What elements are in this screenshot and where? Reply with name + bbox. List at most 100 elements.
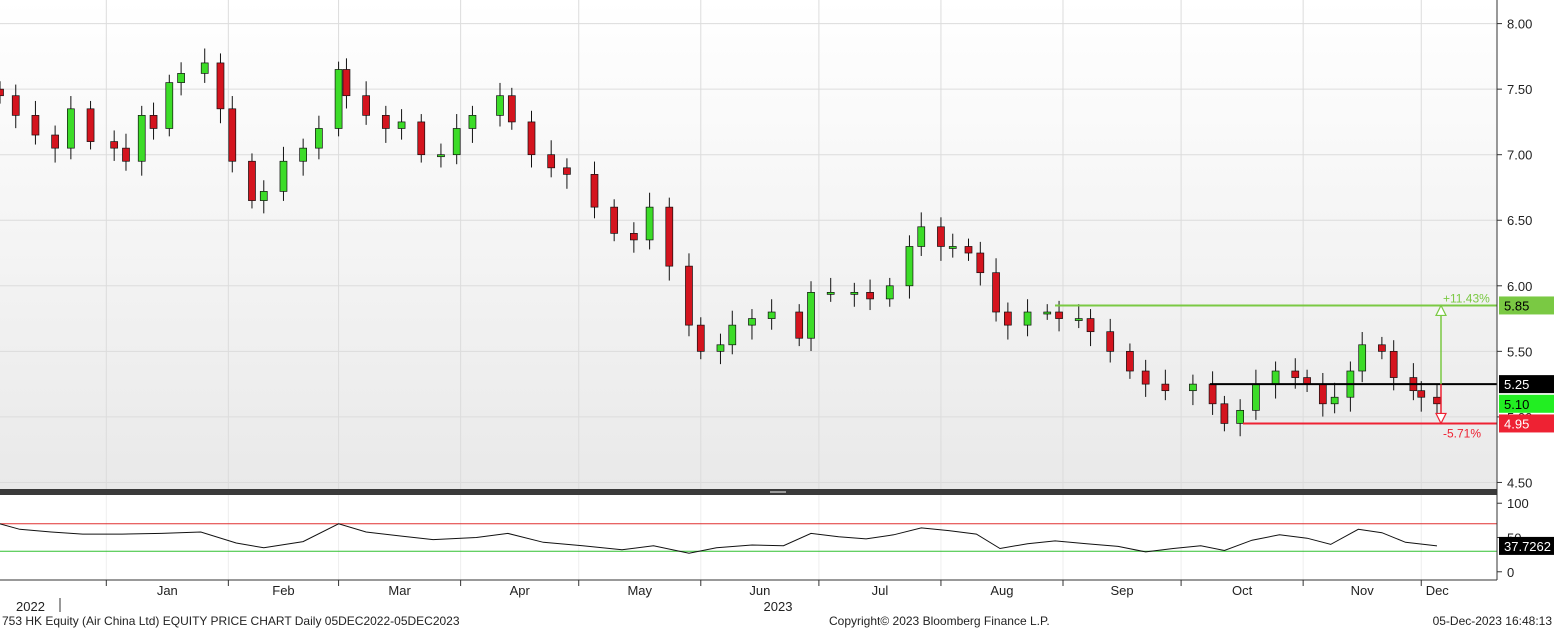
- price-badge-label: 5.25: [1504, 377, 1529, 392]
- price-badge: [1499, 296, 1554, 315]
- candle-body: [279, 160, 288, 192]
- candle-body: [1004, 311, 1012, 326]
- year-labels: 2022 2023: [16, 598, 792, 614]
- x-axis-ticks: Jan Feb Mar Apr May Jun Jul Aug Sep Oct Nov Dec: [105, 580, 1450, 598]
- candle-body: [381, 115, 390, 129]
- y-tick-label: 6.00: [1507, 279, 1532, 294]
- lower-y-tick-label: 0: [1507, 565, 1514, 580]
- downside-percent-label: -5.71%: [1443, 426, 1481, 440]
- main-panel-background: [0, 0, 1497, 489]
- price-badge-label: 5.10: [1504, 397, 1529, 412]
- candle-body: [905, 246, 914, 287]
- candle-body: [507, 95, 516, 123]
- candle-body: [31, 115, 40, 136]
- candle-body: [1023, 311, 1032, 326]
- candle-body: [590, 174, 599, 208]
- candle-body: [417, 121, 426, 156]
- candle-body: [767, 311, 776, 319]
- candle-body: [397, 121, 406, 129]
- candle-body: [1252, 383, 1260, 411]
- candle-body: [11, 95, 20, 116]
- candle-body: [177, 73, 185, 83]
- downside-arrow-head: [1435, 412, 1447, 425]
- candle-body: [563, 167, 571, 175]
- x-tick-label: Nov: [1351, 583, 1375, 598]
- candle-body: [1161, 383, 1170, 392]
- candle-body: [1106, 331, 1115, 352]
- candle-body: [795, 311, 804, 339]
- candle-body: [200, 62, 209, 74]
- year-label: 2022: [16, 599, 45, 614]
- candle-body: [1433, 396, 1441, 405]
- x-tick-label: Oct: [1232, 583, 1253, 598]
- candle-body: [665, 206, 674, 267]
- x-tick-label: Feb: [272, 583, 294, 598]
- oscillator-value-badge: [1499, 536, 1554, 555]
- candle-body: [826, 292, 835, 295]
- candle-body: [67, 108, 75, 149]
- candle-body: [216, 62, 225, 110]
- y-tick-label: 5.50: [1507, 344, 1532, 359]
- candle-body: [937, 226, 945, 247]
- candle-body: [1389, 350, 1398, 378]
- x-tick-label: May: [627, 583, 652, 598]
- price-badge: [1499, 394, 1554, 413]
- candle-body: [1220, 403, 1229, 424]
- candle-body: [362, 95, 370, 116]
- y-tick-label: 7.50: [1507, 82, 1532, 97]
- candle-body: [992, 272, 1000, 313]
- candle-body: [51, 134, 59, 149]
- oscillator-line: [0, 523, 1438, 554]
- candle-body: [1378, 344, 1386, 352]
- timestamp: 05-Dec-2023 16:48:13: [1432, 614, 1552, 628]
- panel-divider[interactable]: [0, 489, 1497, 495]
- candle-body: [1141, 370, 1150, 385]
- x-tick-label: Dec: [1426, 583, 1450, 598]
- x-tick-label: Jul: [872, 583, 889, 598]
- y-tick-label: 6.50: [1507, 213, 1532, 228]
- x-tick-label: Mar: [388, 583, 411, 598]
- candle-body: [685, 265, 693, 326]
- divider-grip[interactable]: [770, 491, 786, 493]
- candle-body: [342, 69, 351, 97]
- candle-body: [866, 292, 874, 300]
- price-badge-label: 4.95: [1504, 416, 1529, 431]
- price-badge: [1499, 375, 1554, 394]
- candle-body: [149, 115, 158, 129]
- price-badge: [1499, 414, 1554, 433]
- candle-body: [299, 147, 307, 162]
- candle-body: [334, 69, 343, 129]
- x-tick-label: Jan: [157, 583, 178, 598]
- year-label: 2023: [764, 599, 793, 614]
- candle-body: [645, 206, 654, 241]
- candle-body: [468, 115, 477, 129]
- candle-body: [259, 191, 268, 201]
- candle-body: [1126, 350, 1134, 372]
- candle-body: [547, 154, 556, 169]
- candle-body: [496, 95, 504, 116]
- y-tick-label: 4.50: [1507, 475, 1532, 490]
- candle-body: [86, 108, 95, 142]
- candle-body: [0, 88, 4, 97]
- y-tick-label: 8.00: [1507, 17, 1532, 32]
- reference-lines: +11.43% -5.71%: [1055, 291, 1497, 440]
- oscillator-bands: [0, 523, 1497, 552]
- candle-body: [748, 318, 756, 326]
- candle-body: [1189, 383, 1197, 392]
- candle-body: [716, 344, 725, 352]
- right-axis-background: [1497, 0, 1554, 580]
- oscillator-series: [0, 523, 1438, 554]
- candle-body: [165, 82, 174, 129]
- candle-body: [610, 206, 619, 234]
- candle-body: [807, 292, 815, 339]
- candle-body: [110, 141, 119, 149]
- candle-body: [630, 233, 638, 241]
- upside-arrow-head: [1435, 304, 1447, 317]
- candle-body: [1208, 383, 1217, 405]
- price-chart: +11.43%-5.71% 8.007.507.006.506.005.505.…: [0, 0, 1554, 614]
- candle-body: [1330, 396, 1339, 405]
- candle-body: [696, 324, 705, 352]
- candle-body: [964, 246, 973, 254]
- candle-body: [248, 160, 256, 201]
- x-tick-label: Jun: [749, 583, 770, 598]
